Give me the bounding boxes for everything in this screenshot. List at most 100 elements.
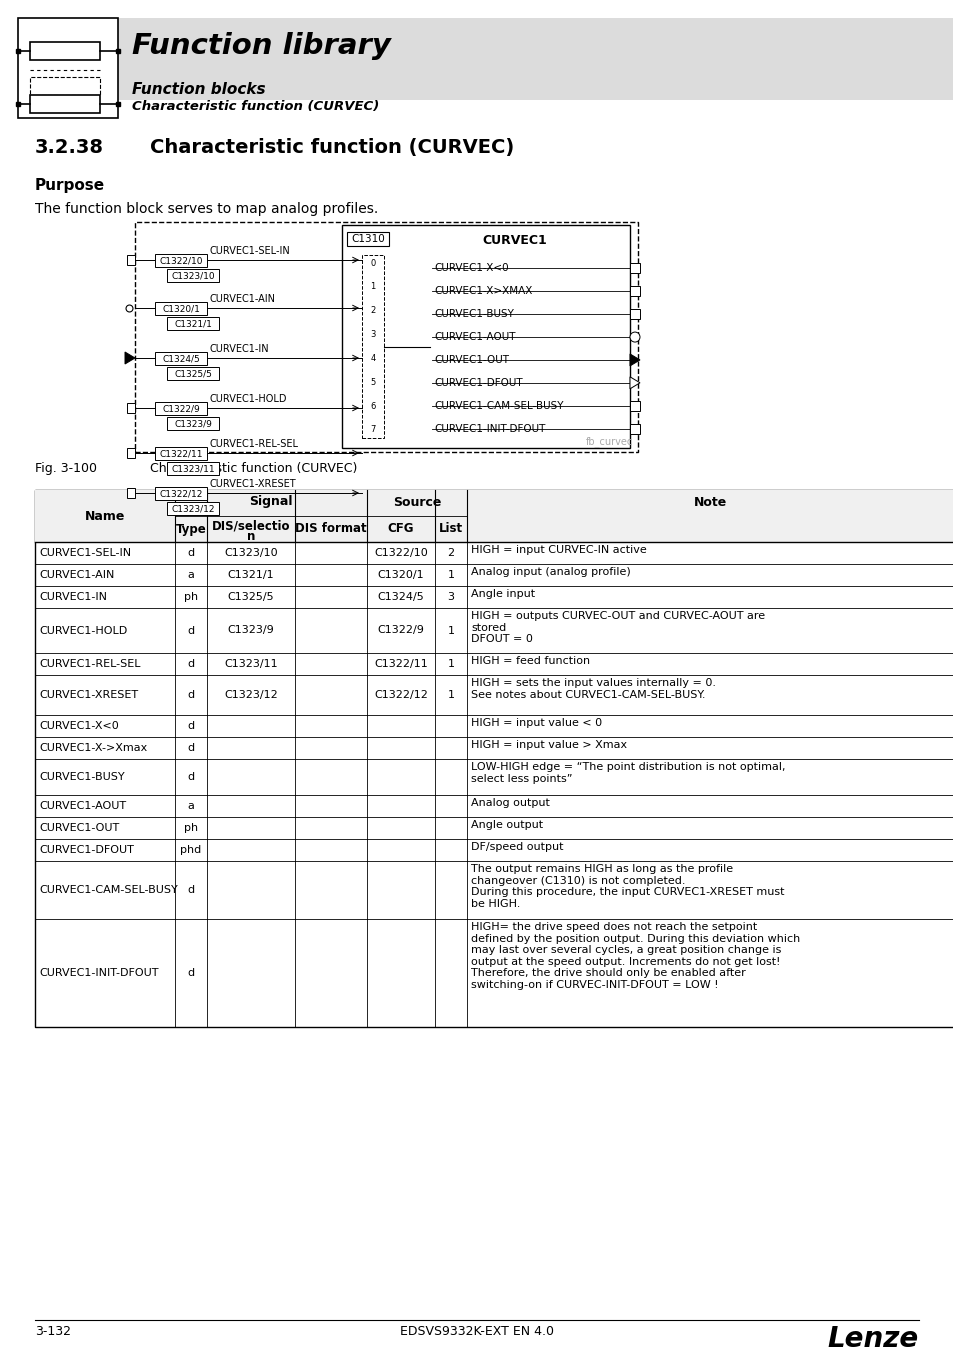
Text: d: d	[187, 968, 194, 977]
Bar	[127, 404, 135, 413]
Text: HIGH = sets the input values internally = 0.
See notes about CURVEC1-CAM-SEL-BUS: HIGH = sets the input values internally …	[471, 678, 716, 699]
Text: HIGH = input value > Xmax: HIGH = input value > Xmax	[471, 740, 626, 751]
Text: Angle output: Angle output	[471, 819, 542, 830]
Text: CURVEC1-AIN: CURVEC1-AIN	[210, 294, 275, 304]
Text: 1: 1	[447, 570, 454, 580]
Text: n: n	[247, 531, 254, 544]
Text: 1: 1	[370, 282, 375, 292]
Polygon shape	[125, 352, 135, 365]
Text: CURVEC1-IN: CURVEC1-IN	[39, 593, 107, 602]
Text: CURVEC1-HOLD: CURVEC1-HOLD	[210, 394, 287, 404]
Text: C1324/5: C1324/5	[377, 593, 424, 602]
Text: CFG: CFG	[387, 522, 414, 536]
Text: CURVEC1-X<0: CURVEC1-X<0	[39, 721, 118, 730]
Text: Source: Source	[393, 495, 440, 509]
Text: Fig. 3-100: Fig. 3-100	[35, 462, 97, 475]
Text: 3: 3	[447, 593, 454, 602]
Text: CURVEC1-XRESET: CURVEC1-XRESET	[210, 479, 296, 489]
Text: The output remains HIGH as long as the profile
changeover (C1310) is not complet: The output remains HIGH as long as the p…	[471, 864, 783, 909]
Text: 6: 6	[370, 402, 375, 410]
Bar	[167, 317, 219, 329]
Text: C1325/5: C1325/5	[173, 370, 212, 378]
Text: CURVEC1-X->Xmax: CURVEC1-X->Xmax	[39, 743, 147, 753]
Text: C1322/11: C1322/11	[159, 450, 203, 459]
Text: C1325/5: C1325/5	[228, 593, 274, 602]
Text: LOW-HIGH edge = “The point distribution is not optimal,
select less points”: LOW-HIGH edge = “The point distribution …	[471, 761, 784, 783]
Text: 1: 1	[447, 625, 454, 636]
Text: CURVEC1-DFOUT: CURVEC1-DFOUT	[434, 378, 522, 387]
Text: 4: 4	[370, 354, 375, 363]
Bar	[629, 401, 639, 410]
Text: Function library: Function library	[132, 32, 391, 59]
Text: 7: 7	[370, 425, 375, 435]
Text: phd: phd	[180, 845, 201, 855]
Text: 0: 0	[370, 258, 375, 267]
Text: Characteristic function (CURVEC): Characteristic function (CURVEC)	[150, 138, 514, 157]
Text: Analog output: Analog output	[471, 798, 549, 809]
Text: C1323/11: C1323/11	[224, 659, 277, 670]
Text: HIGH = feed function: HIGH = feed function	[471, 656, 590, 666]
Text: CURVEC1-CAM-SEL-BUSY: CURVEC1-CAM-SEL-BUSY	[39, 886, 177, 895]
Text: d: d	[187, 721, 194, 730]
Bar	[18, 18, 118, 117]
Text: a: a	[188, 570, 194, 580]
Text: d: d	[187, 743, 194, 753]
Bar	[629, 286, 639, 296]
Text: CURVEC1-AOUT: CURVEC1-AOUT	[39, 801, 126, 811]
Text: CURVEC1-OUT: CURVEC1-OUT	[39, 824, 119, 833]
Text: CURVEC1-OUT: CURVEC1-OUT	[434, 355, 509, 364]
Text: C1321/1: C1321/1	[173, 320, 212, 328]
Text: 3: 3	[370, 329, 375, 339]
Bar	[30, 77, 100, 95]
Text: CURVEC1: CURVEC1	[482, 234, 547, 247]
Bar	[135, 221, 638, 452]
Bar	[167, 367, 219, 379]
Text: CURVEC1-BUSY: CURVEC1-BUSY	[39, 772, 125, 782]
Text: C1322/12: C1322/12	[159, 490, 202, 498]
Text: Signal: Signal	[249, 495, 293, 509]
Bar	[154, 402, 207, 414]
Text: HIGH = outputs CURVEC-OUT and CURVEC-AOUT are
stored
DFOUT = 0: HIGH = outputs CURVEC-OUT and CURVEC-AOU…	[471, 612, 764, 644]
Text: Purpose: Purpose	[35, 178, 105, 193]
Text: CURVEC1-SEL-IN: CURVEC1-SEL-IN	[210, 246, 291, 256]
Text: C1321/1: C1321/1	[228, 570, 274, 580]
Bar	[154, 447, 207, 460]
Bar	[35, 490, 953, 541]
Text: Angle input: Angle input	[471, 589, 535, 599]
Bar	[629, 309, 639, 319]
Text: C1323/10: C1323/10	[224, 548, 277, 558]
Text: The function block serves to map analog profiles.: The function block serves to map analog …	[35, 202, 377, 216]
Bar	[118, 18, 953, 100]
Bar	[167, 502, 219, 514]
Text: 3-132: 3-132	[35, 1324, 71, 1338]
Text: CURVEC1-REL-SEL: CURVEC1-REL-SEL	[210, 439, 298, 450]
Text: CURVEC1-DFOUT: CURVEC1-DFOUT	[39, 845, 133, 855]
Bar	[154, 254, 207, 267]
Text: HIGH = input CURVEC-IN active: HIGH = input CURVEC-IN active	[471, 545, 646, 555]
Text: 3.2.38: 3.2.38	[35, 138, 104, 157]
Text: HIGH = input value < 0: HIGH = input value < 0	[471, 718, 601, 728]
Bar	[167, 417, 219, 431]
Text: C1323/12: C1323/12	[172, 505, 214, 513]
Text: Lenze: Lenze	[827, 1324, 918, 1350]
Text: Analog input (analog profile): Analog input (analog profile)	[471, 567, 630, 576]
Text: C1323/12: C1323/12	[224, 690, 277, 701]
Bar	[629, 424, 639, 433]
Text: List: List	[438, 522, 462, 536]
Text: Type: Type	[175, 522, 206, 536]
Bar	[167, 462, 219, 475]
Text: C1323/9: C1323/9	[228, 625, 274, 636]
Bar	[127, 487, 135, 498]
Text: C1323/11: C1323/11	[171, 464, 214, 474]
Bar	[154, 302, 207, 315]
Bar	[127, 255, 135, 265]
Text: fb_curvec: fb_curvec	[585, 436, 633, 447]
Text: CURVEC1-XRESET: CURVEC1-XRESET	[39, 690, 138, 701]
Text: DF/speed output: DF/speed output	[471, 842, 563, 852]
Text: CURVEC1-AOUT: CURVEC1-AOUT	[434, 332, 515, 342]
Text: CURVEC1-REL-SEL: CURVEC1-REL-SEL	[39, 659, 140, 670]
Text: C1322/11: C1322/11	[374, 659, 428, 670]
Text: C1322/9: C1322/9	[377, 625, 424, 636]
Text: CURVEC1-INIT-DFOUT: CURVEC1-INIT-DFOUT	[39, 968, 158, 977]
Text: DIS format: DIS format	[294, 522, 366, 536]
